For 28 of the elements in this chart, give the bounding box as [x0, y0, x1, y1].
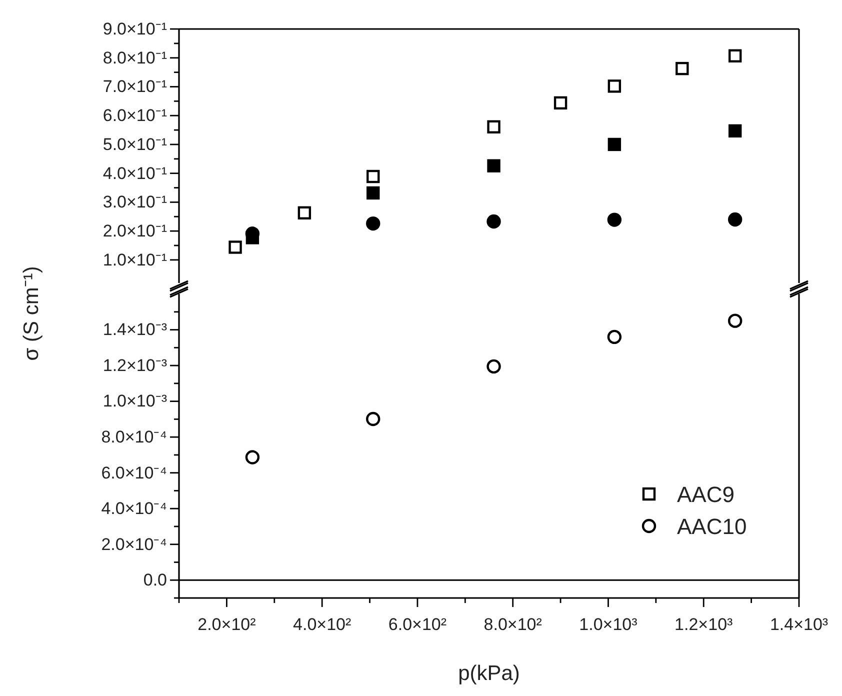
y-tick-label: 1.4×10⁻³ [102, 320, 168, 340]
x-tick-label: 1.4×10³ [770, 615, 828, 634]
y-tick-label: 0.0 [143, 570, 167, 590]
x-tick-label: 1.0×10³ [579, 615, 638, 634]
x-tick-label: 2.0×10² [198, 615, 256, 634]
y-tick-label: 1.0×10⁻³ [102, 392, 168, 411]
y-tick-label: 5.0×10⁻¹ [102, 134, 168, 154]
y-tick-label: 1.2×10⁻³ [102, 356, 168, 375]
y-tick-label: 6.0×10⁻¹ [102, 106, 168, 126]
legend-label: AAC10 [677, 514, 747, 539]
y-tick-label: 3.0×10⁻¹ [102, 192, 168, 212]
y-tick-label: 8.0×10⁻⁴ [101, 428, 167, 446]
x-axis-title: p(kPa) [458, 662, 520, 685]
x-tick-label: 8.0×10² [484, 615, 542, 634]
x-tick-label: 6.0×10² [388, 615, 447, 634]
y-tick-label: 9.0×10⁻¹ [102, 19, 168, 38]
y-tick-label: 6.0×10⁻⁴ [101, 463, 167, 482]
y-tick-label: 1.0×10⁻¹ [102, 250, 168, 270]
y-tick-label: 2.0×10⁻¹ [102, 221, 168, 240]
x-tick-label: 1.2×10³ [674, 615, 734, 634]
y-tick-label: 8.0×10⁻¹ [102, 48, 168, 68]
y-axis-title: σ (S cm⁻¹) [20, 266, 43, 361]
text: AAC9 [677, 482, 734, 507]
y-tick-label: 7.0×10⁻¹ [102, 77, 168, 96]
y-tick-label: 4.0×10⁻¹ [102, 164, 168, 183]
x-tick-label: 4.0×10² [293, 615, 352, 634]
y-tick-label: 4.0×10⁻⁴ [101, 499, 167, 518]
y-tick-label: 2.0×10⁻⁴ [101, 534, 167, 554]
